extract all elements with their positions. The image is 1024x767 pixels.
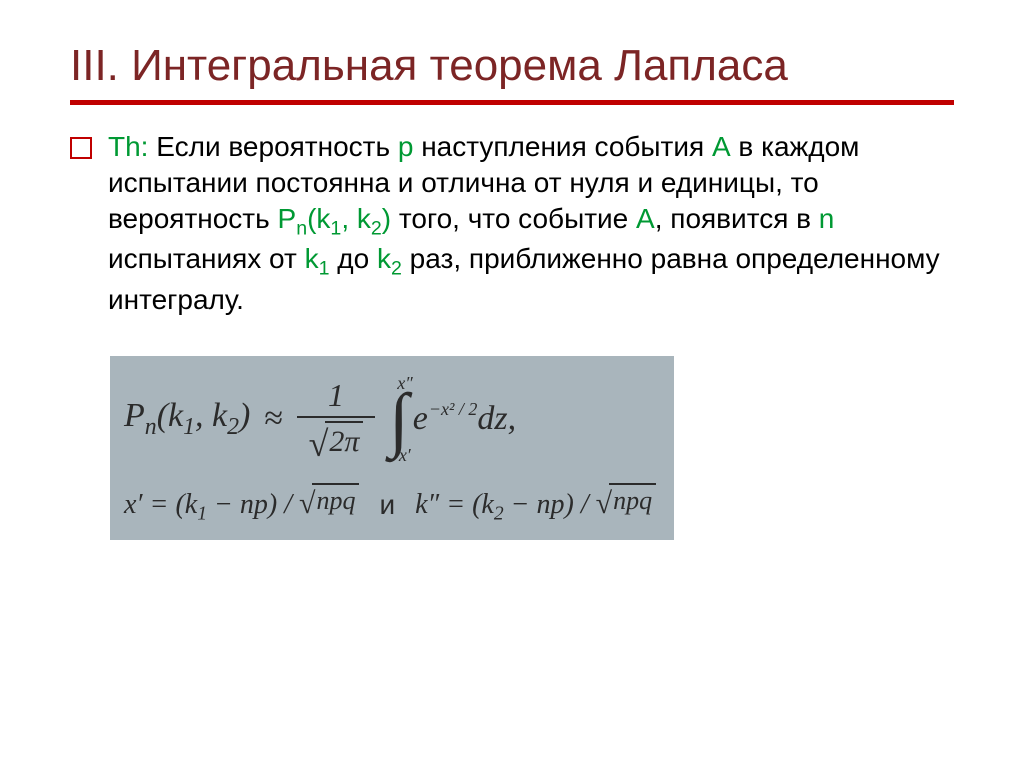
body-row: Th: Если вероятность p наступления событ…	[70, 129, 954, 318]
event-A-2: А	[636, 203, 655, 234]
and-label: и	[379, 489, 395, 521]
formula-main: Pn(k1, k2) ≈ 1 √ 2π x″ ∫ x′	[124, 364, 656, 474]
integrand: e−x² / 2dz,	[413, 400, 516, 438]
formula-lhs: Pn(k1, k2)	[124, 397, 250, 441]
var-Pn: Pn(k1, k2)	[278, 203, 392, 234]
var-p: p	[398, 131, 414, 162]
k-dblprime-def: k″ = (k2 − np) / √npq	[415, 483, 656, 526]
fraction: 1 √ 2π	[297, 379, 375, 459]
th-label: Th:	[108, 131, 148, 162]
var-k1: k1	[305, 243, 330, 274]
integral-sign: x″ ∫ x′	[389, 374, 409, 464]
theorem-text: Th: Если вероятность p наступления событ…	[108, 129, 954, 318]
formula-box: Pn(k1, k2) ≈ 1 √ 2π x″ ∫ x′	[110, 356, 674, 540]
title-underline	[70, 100, 954, 105]
formula-bounds: x′ = (k1 − np) / √npq и k″ = (k2 − np) /…	[124, 478, 656, 532]
formula-area: Pn(k1, k2) ≈ 1 √ 2π x″ ∫ x′	[110, 356, 954, 540]
var-n: n	[819, 203, 835, 234]
bullet-icon	[70, 137, 92, 159]
slide: III. Интегральная теорема Лапласа Th: Ес…	[0, 0, 1024, 767]
event-A: А	[712, 131, 731, 162]
approx-sign: ≈	[264, 400, 283, 438]
x-prime-def: x′ = (k1 − np) / √npq	[124, 483, 359, 526]
slide-title: III. Интегральная теорема Лапласа	[70, 40, 954, 92]
sqrt-npq-2: √npq	[596, 483, 656, 516]
var-k2: k2	[377, 243, 402, 274]
sqrt-2pi: √ 2π	[309, 421, 364, 459]
sqrt-npq-1: √npq	[299, 483, 359, 516]
